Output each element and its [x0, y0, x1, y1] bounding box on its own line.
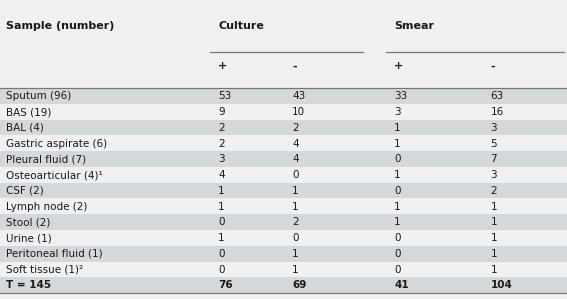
Text: 1: 1 [490, 249, 497, 259]
Text: 3: 3 [218, 154, 225, 164]
Text: 1: 1 [394, 202, 401, 212]
Text: 1: 1 [490, 217, 497, 228]
Text: 1: 1 [292, 186, 299, 196]
Text: +: + [394, 61, 403, 71]
Text: 1: 1 [490, 233, 497, 243]
Text: 9: 9 [218, 107, 225, 117]
Text: 41: 41 [394, 280, 409, 290]
Text: 2: 2 [292, 217, 299, 228]
Text: 1: 1 [394, 123, 401, 133]
Text: 0: 0 [218, 249, 225, 259]
Text: 5: 5 [490, 139, 497, 149]
Text: 1: 1 [490, 265, 497, 275]
Text: 2: 2 [218, 123, 225, 133]
Text: 1: 1 [218, 186, 225, 196]
Text: 104: 104 [490, 280, 513, 290]
Text: 43: 43 [292, 91, 305, 101]
Text: 1: 1 [394, 139, 401, 149]
Text: 69: 69 [292, 280, 306, 290]
Text: 4: 4 [292, 154, 299, 164]
Text: BAL (4): BAL (4) [6, 123, 44, 133]
Text: 1: 1 [394, 217, 401, 228]
Text: +: + [218, 61, 227, 71]
Text: Lymph node (2): Lymph node (2) [6, 202, 87, 212]
Text: 0: 0 [394, 249, 400, 259]
Text: -: - [292, 61, 297, 71]
Text: BAS (19): BAS (19) [6, 107, 51, 117]
Text: 4: 4 [218, 170, 225, 180]
Text: 0: 0 [394, 265, 400, 275]
Text: 3: 3 [490, 170, 497, 180]
FancyBboxPatch shape [0, 120, 567, 135]
Text: 0: 0 [394, 186, 400, 196]
Text: CSF (2): CSF (2) [6, 186, 44, 196]
Text: T = 145: T = 145 [6, 280, 51, 290]
Text: 2: 2 [218, 139, 225, 149]
Text: 1: 1 [292, 265, 299, 275]
Text: 0: 0 [394, 154, 400, 164]
FancyBboxPatch shape [0, 277, 567, 293]
Text: Smear: Smear [394, 21, 434, 31]
Text: Soft tissue (1)²: Soft tissue (1)² [6, 265, 83, 275]
FancyBboxPatch shape [0, 151, 567, 167]
Text: 4: 4 [292, 139, 299, 149]
Text: Sputum (96): Sputum (96) [6, 91, 71, 101]
Text: 1: 1 [490, 202, 497, 212]
Text: Gastric aspirate (6): Gastric aspirate (6) [6, 139, 107, 149]
Text: Pleural fluid (7): Pleural fluid (7) [6, 154, 86, 164]
Text: 63: 63 [490, 91, 503, 101]
Text: 2: 2 [490, 186, 497, 196]
Text: Osteoarticular (4)¹: Osteoarticular (4)¹ [6, 170, 103, 180]
Text: 3: 3 [490, 123, 497, 133]
Text: 1: 1 [394, 170, 401, 180]
Text: 0: 0 [292, 233, 298, 243]
Text: 1: 1 [292, 202, 299, 212]
Text: -: - [490, 61, 495, 71]
Text: 0: 0 [218, 217, 225, 228]
Text: 0: 0 [218, 265, 225, 275]
Text: 10: 10 [292, 107, 305, 117]
Text: 0: 0 [292, 170, 298, 180]
Text: Culture: Culture [218, 21, 264, 31]
FancyBboxPatch shape [0, 183, 567, 199]
Text: 7: 7 [490, 154, 497, 164]
Text: 1: 1 [218, 202, 225, 212]
Text: Sample (number): Sample (number) [6, 21, 114, 31]
Text: 16: 16 [490, 107, 503, 117]
Text: Peritoneal fluid (1): Peritoneal fluid (1) [6, 249, 102, 259]
Text: 1: 1 [218, 233, 225, 243]
Text: 53: 53 [218, 91, 231, 101]
Text: 76: 76 [218, 280, 233, 290]
Text: 3: 3 [394, 107, 401, 117]
FancyBboxPatch shape [0, 214, 567, 230]
Text: 0: 0 [394, 233, 400, 243]
FancyBboxPatch shape [0, 88, 567, 104]
Text: 1: 1 [292, 249, 299, 259]
FancyBboxPatch shape [0, 246, 567, 262]
Text: Stool (2): Stool (2) [6, 217, 50, 228]
Text: 33: 33 [394, 91, 407, 101]
Text: 2: 2 [292, 123, 299, 133]
Text: Urine (1): Urine (1) [6, 233, 52, 243]
